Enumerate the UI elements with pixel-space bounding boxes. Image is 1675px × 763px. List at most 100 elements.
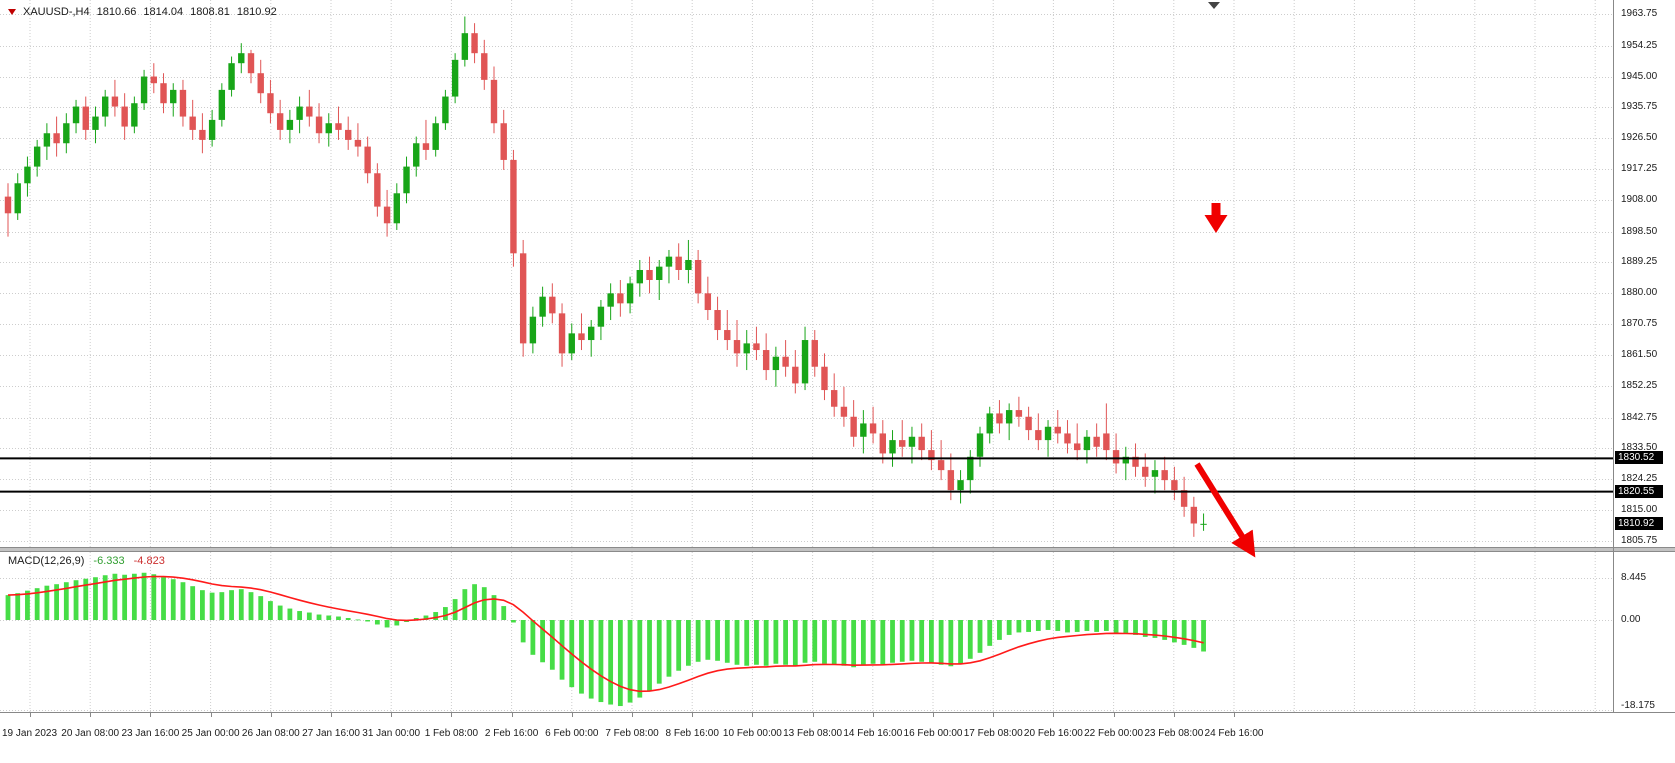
price-axis-label: 1926.50	[1621, 132, 1658, 144]
macd-histogram-bar	[987, 620, 993, 646]
macd-histogram-bar	[326, 615, 332, 620]
candle-body	[724, 330, 731, 341]
macd-histogram-bar	[316, 614, 322, 620]
macd-histogram-bar	[559, 620, 565, 680]
candle-body	[179, 89, 187, 117]
macd-histogram-bar	[209, 592, 215, 620]
candle-body	[792, 366, 799, 384]
macd-indicator-panel[interactable]	[0, 552, 1613, 712]
candle-body	[1064, 433, 1071, 444]
macd-histogram-bar	[1133, 620, 1138, 635]
macd-histogram-bar	[579, 620, 584, 694]
macd-histogram-bar	[170, 579, 176, 620]
time-axis-tick	[391, 713, 393, 717]
close-value: 1810.92	[236, 6, 277, 18]
chart-shift-marker[interactable]	[1208, 2, 1220, 9]
macd-histogram-bar	[374, 620, 380, 625]
candle-body	[733, 340, 741, 354]
panel-divider[interactable]	[0, 547, 1675, 552]
candle-body	[461, 33, 469, 60]
candle-body	[578, 333, 585, 341]
macd-histogram-bar	[345, 618, 351, 620]
time-axis-label: 6 Feb 00:00	[545, 728, 599, 739]
candle-body	[957, 480, 964, 491]
symbol-dropdown-icon[interactable]	[8, 9, 16, 15]
price-axis-label: 1935.75	[1621, 101, 1658, 113]
candle-body	[238, 53, 245, 64]
candle-body	[131, 103, 138, 127]
macd-histogram-bar	[588, 620, 594, 699]
indicator-name: MACD(12,26,9)	[8, 555, 85, 567]
candle-body	[656, 266, 663, 281]
candle-body	[335, 123, 342, 130]
candle-body	[247, 53, 255, 74]
candle-body	[121, 106, 128, 127]
candle-body	[63, 123, 70, 144]
candle-body	[597, 306, 605, 327]
candle-body	[811, 340, 818, 367]
macd-histogram-bar	[705, 620, 711, 660]
candle-body	[704, 293, 712, 311]
macd-histogram-bar	[462, 589, 468, 620]
candle-body	[753, 343, 760, 351]
candle-body	[879, 433, 886, 454]
macd-histogram-bar	[792, 620, 798, 666]
candle-body	[675, 256, 682, 270]
candle-body	[325, 123, 332, 134]
macd-histogram-bar	[141, 572, 147, 620]
time-axis-label: 20 Jan 08:00	[61, 728, 120, 739]
macd-histogram-bar	[34, 588, 40, 620]
macd-histogram-bar	[1065, 620, 1070, 633]
price-axis-label: 1880.00	[1621, 287, 1658, 299]
macd-histogram-bar	[384, 620, 390, 628]
macd-histogram-bar	[608, 620, 614, 705]
macd-histogram-bar	[102, 575, 108, 620]
macd-histogram-bar	[802, 620, 808, 663]
time-axis-label: 20 Feb 16:00	[1023, 728, 1083, 739]
macd-histogram-bar	[938, 620, 944, 665]
macd-histogram-bar	[841, 620, 847, 666]
main-price-chart[interactable]	[0, 0, 1613, 548]
candle-body	[82, 106, 89, 130]
price-axis-label: 1963.75	[1621, 8, 1658, 19]
macd-histogram-bar	[336, 616, 341, 620]
candle-body	[1025, 416, 1032, 431]
candle-body	[1151, 470, 1159, 477]
macd-histogram-bar	[229, 590, 234, 620]
candle-body	[617, 293, 624, 304]
candle-body	[150, 76, 157, 84]
macd-histogram-bar	[666, 620, 672, 677]
candle-body	[189, 116, 196, 130]
macd-histogram-bar	[948, 620, 954, 667]
macd-histogram-bar	[1026, 620, 1031, 632]
candle-body	[860, 423, 867, 437]
price-tag: 1830.52	[1615, 451, 1663, 465]
macd-histogram-bar	[151, 574, 157, 620]
macd-histogram-bar	[997, 620, 1002, 640]
candle-body	[1005, 410, 1013, 424]
time-axis-label: 14 Feb 16:00	[843, 728, 903, 739]
macd-histogram-bar	[627, 620, 633, 703]
time-axis-label: 27 Jan 16:00	[302, 728, 360, 739]
macd-histogram-bar	[25, 590, 30, 620]
macd-histogram-bar	[501, 606, 507, 620]
candle-body	[170, 89, 177, 104]
macd-histogram-bar	[161, 577, 166, 620]
candle-body	[529, 316, 537, 344]
macd-histogram-bar	[676, 620, 682, 671]
candle-body	[490, 79, 498, 124]
candle-body	[471, 33, 478, 54]
macd-histogram-bar	[1035, 620, 1041, 631]
symbol-info: XAUUSD-,H4 1810.66 1814.04 1808.81 1810.…	[8, 6, 277, 18]
candle-body	[1074, 443, 1081, 451]
candle-body	[432, 123, 439, 150]
price-axis-label: 1908.00	[1621, 193, 1658, 205]
candle-body	[413, 143, 420, 167]
open-value: 1810.66	[96, 6, 137, 18]
candle-body	[208, 119, 216, 140]
macd-histogram-bar	[200, 590, 205, 620]
macd-histogram-bar	[1162, 620, 1168, 640]
candle-body	[549, 296, 556, 314]
candle-body	[1015, 410, 1023, 417]
